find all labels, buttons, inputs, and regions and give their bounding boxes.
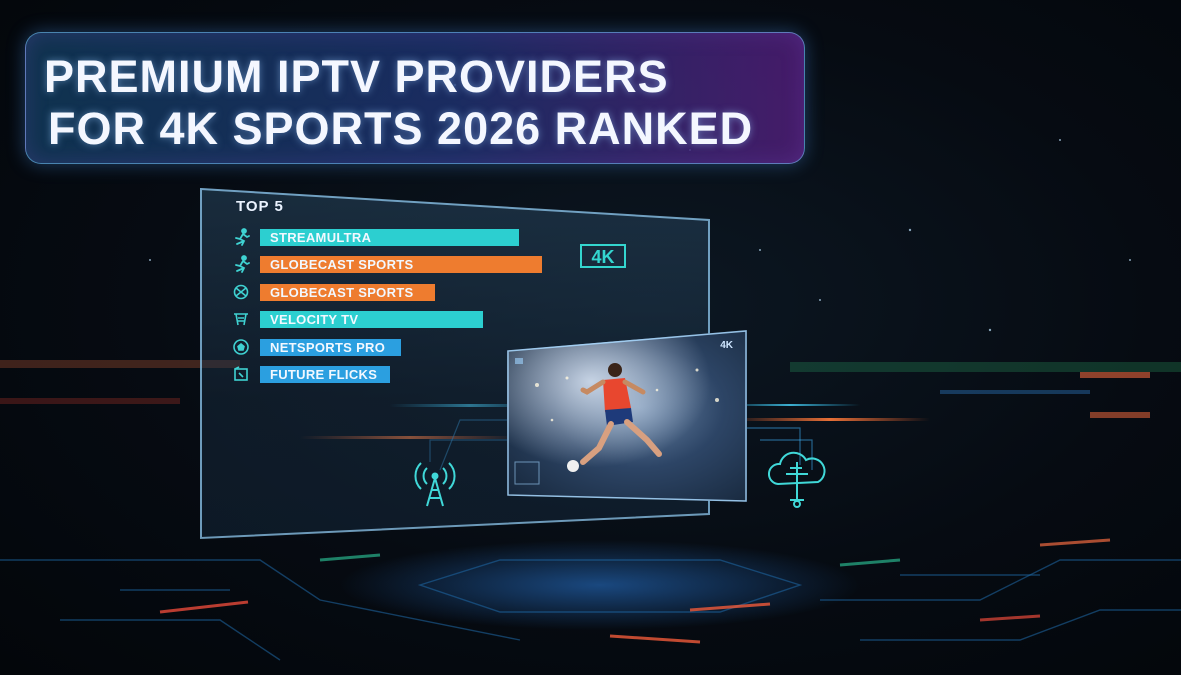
runner-icon: [232, 255, 250, 274]
title-banner: PREMIUM IPTV PROVIDERS FOR 4K SPORTS 202…: [25, 32, 805, 164]
provider-bar: NETSPORTS PRO: [260, 338, 401, 356]
runner-icon: [232, 228, 250, 246]
provider-bar: GLOBECAST SPORTS: [260, 283, 435, 301]
soccer-ball-icon: [232, 338, 250, 356]
cloud-network-icon: [768, 451, 826, 508]
signal-tower-icon: [414, 462, 456, 507]
video-4k-badge: 4K: [720, 340, 733, 351]
provider-bar: STREAMULTRA: [260, 229, 519, 246]
ball-icon: [232, 283, 250, 301]
basketball-hoop-icon: [232, 310, 250, 328]
4k-badge: 4K: [580, 244, 626, 268]
provider-bar: FUTURE FLICKS: [260, 366, 390, 383]
panel-heading: TOP 5: [236, 198, 284, 215]
provider-bar: VELOCITY TV: [260, 311, 483, 329]
page-title-line-1: PREMIUM IPTV PROVIDERS: [44, 51, 669, 102]
glass-panel-border: [200, 188, 710, 540]
page-title-line-2: FOR 4K SPORTS 2026 RANKED: [48, 103, 754, 154]
video-frame: 4K: [507, 330, 747, 502]
video-card-border: [507, 330, 747, 502]
video-preview-card: 4K: [507, 330, 747, 502]
soccer-player-image: [507, 330, 747, 502]
provider-bar: GLOBECAST SPORTS: [260, 256, 542, 274]
film-icon: [232, 365, 250, 383]
